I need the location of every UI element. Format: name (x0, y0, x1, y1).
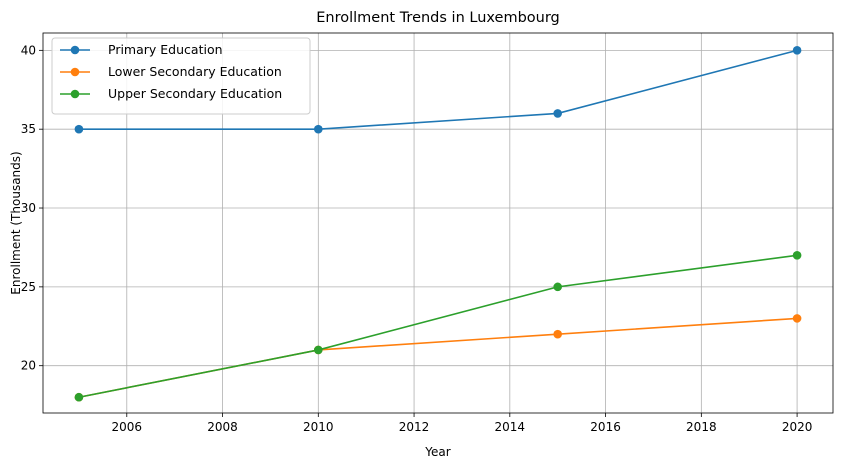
data-point (792, 251, 802, 260)
y-ticks: 20 25 30 35 40 (21, 43, 43, 373)
legend-marker (70, 67, 80, 77)
legend-marker (70, 89, 80, 99)
x-tick-label: 2014 (495, 420, 526, 434)
data-point (792, 46, 802, 55)
y-tick-label: 35 (21, 122, 36, 136)
data-point (74, 124, 84, 134)
legend-label: Lower Secondary Education (108, 64, 282, 79)
data-point (553, 282, 562, 292)
plot-frame (42, 32, 834, 414)
x-tick-label: 2006 (112, 420, 143, 434)
legend-marker (70, 45, 80, 55)
data-point (792, 314, 802, 323)
y-tick-label: 25 (21, 280, 36, 294)
x-tick-label: 2016 (590, 420, 621, 434)
x-tick-label: 2018 (686, 420, 717, 434)
series-2 (74, 314, 802, 402)
chart-title: Enrollment Trends in Luxembourg (316, 10, 560, 26)
x-tick-label: 2012 (399, 420, 430, 434)
series-line (78, 49, 798, 130)
legend-label: Primary Education (108, 42, 223, 57)
legend-item: Upper Secondary Education (60, 86, 282, 101)
legend-item: Lower Secondary Education (60, 64, 282, 79)
legend-label: Upper Secondary Education (108, 86, 282, 101)
y-tick-label: 40 (21, 43, 36, 57)
data-point (553, 109, 562, 118)
x-axis-label: Year (424, 445, 450, 459)
y-tick-label: 30 (21, 201, 36, 215)
data-point (314, 124, 323, 134)
series-line (78, 254, 798, 399)
legend: Primary Education Lower Secondary Educati… (51, 37, 311, 115)
series-line (78, 317, 798, 399)
x-tick-label: 2008 (207, 420, 238, 434)
legend-box (51, 37, 311, 115)
legend-item: Primary Education (60, 42, 223, 57)
data-point (74, 392, 84, 402)
series-1 (74, 46, 802, 134)
series-layer (74, 46, 802, 402)
x-tick-label: 2010 (303, 420, 334, 434)
x-tick-label: 2020 (782, 420, 813, 434)
data-point (553, 329, 562, 339)
data-point (314, 345, 323, 355)
series-3 (74, 251, 802, 402)
y-tick-label: 20 (21, 359, 36, 373)
x-ticks: 2006 2008 2010 2012 2014 2016 2018 2020 (112, 413, 813, 434)
y-axis-label: Enrollment (Thousands) (9, 151, 23, 294)
